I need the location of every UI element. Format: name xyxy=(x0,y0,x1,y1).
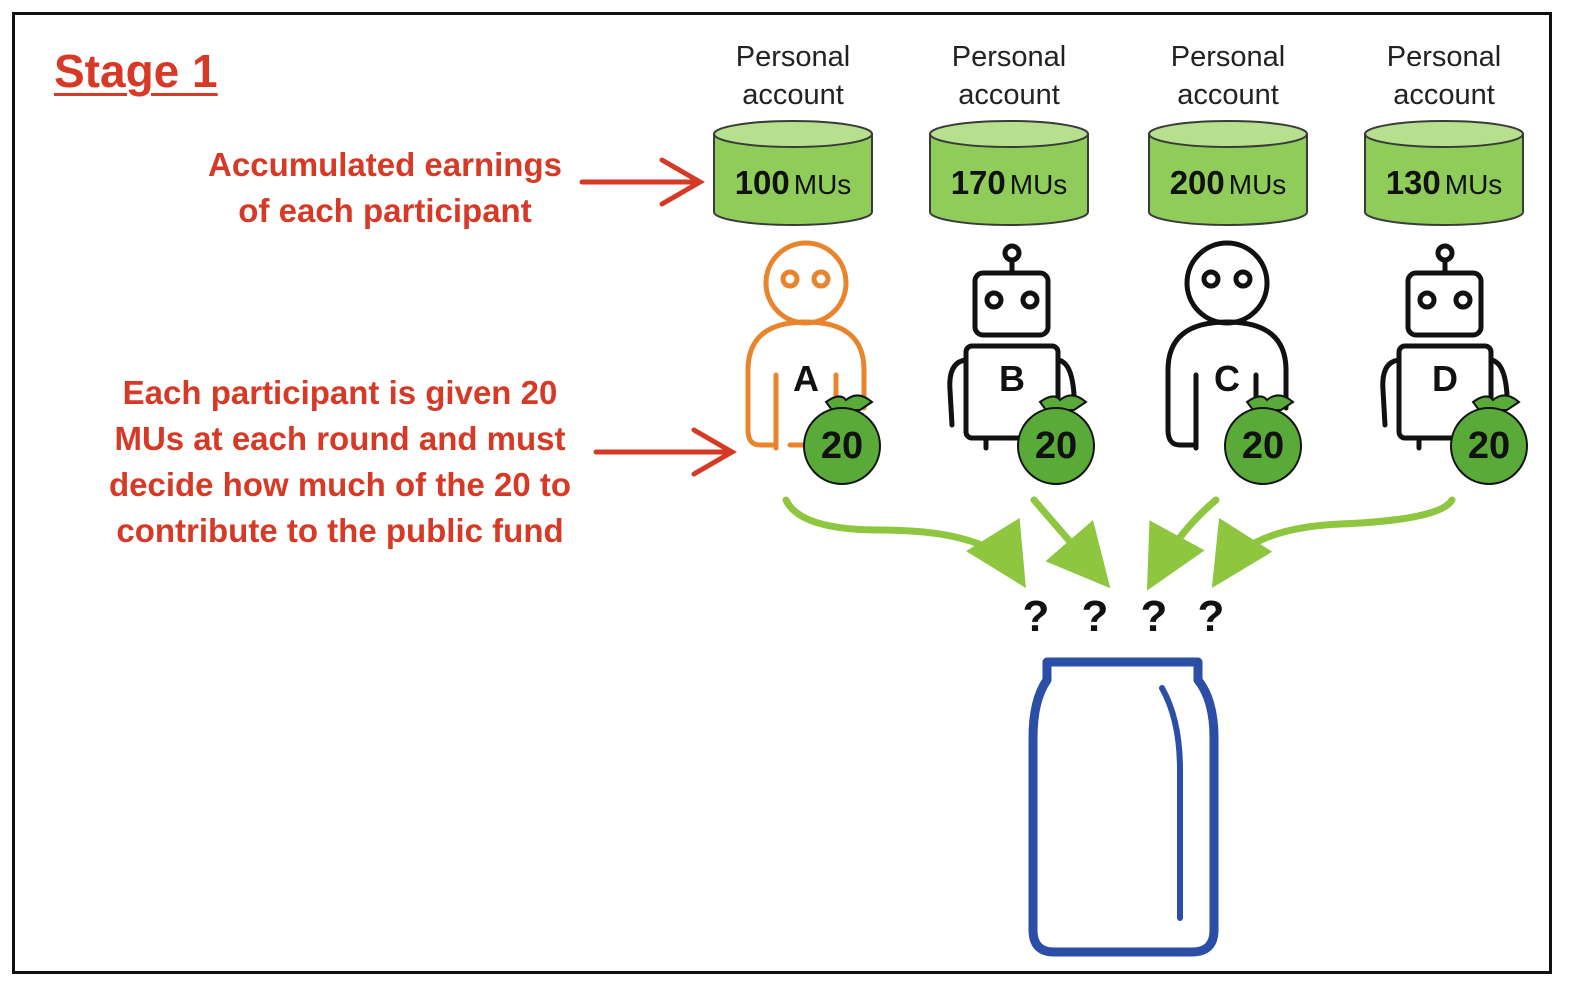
money-bag-icon-c xyxy=(1224,394,1302,485)
public-fund-jar-icon xyxy=(1028,657,1219,957)
balance-number: 130 xyxy=(1385,164,1441,201)
account-label-line: Personal xyxy=(951,41,1067,73)
contribution-unknown-c: ? xyxy=(1140,592,1168,641)
earnings-arrow xyxy=(579,157,705,207)
account-label-b: Personal account xyxy=(909,38,1109,114)
account-balance-a: 100 MUs xyxy=(703,164,883,202)
balance-unit: MUs xyxy=(793,169,852,200)
balance-unit: MUs xyxy=(1009,169,1068,200)
robot-icon-b xyxy=(947,243,1077,451)
account-label-line: Personal xyxy=(1170,41,1286,73)
given-arrow xyxy=(593,427,737,477)
account-balance-b: 170 MUs xyxy=(919,164,1099,202)
round-endowment-line: decide how much of the 20 to xyxy=(108,466,572,503)
contribution-unknown-d: ? xyxy=(1197,592,1225,641)
account-label-line: Personal xyxy=(1386,41,1502,73)
earnings-annotation: Accumulated earnings of each participant xyxy=(190,142,580,234)
account-label-c: Personal account xyxy=(1128,38,1328,114)
account-label-line: account xyxy=(742,79,844,111)
account-label-line: account xyxy=(958,79,1060,111)
round-endowment-line: MUs at each round and must xyxy=(114,420,566,457)
flow-arrow-c xyxy=(1146,496,1220,591)
round-endowment-line: Each participant is given 20 xyxy=(122,374,558,411)
contribution-arrows xyxy=(782,496,1456,591)
account-cylinder-b xyxy=(929,120,1089,226)
balance-number: 200 xyxy=(1169,164,1225,201)
balance-number: 170 xyxy=(950,164,1006,201)
account-label-d: Personal account xyxy=(1344,38,1544,114)
money-bag-icon-a xyxy=(803,394,881,485)
round-endowment-line: contribute to the public fund xyxy=(116,512,564,549)
account-label-a: Personal account xyxy=(693,38,893,114)
flow-arrow-d xyxy=(1211,496,1456,588)
bag-amount-b: 20 xyxy=(1034,425,1078,467)
participant-letter-b: B xyxy=(999,358,1025,399)
flow-arrow-a xyxy=(782,496,1026,589)
account-label-line: account xyxy=(1177,79,1279,111)
participant-letter-a: A xyxy=(793,358,819,399)
bag-amount-c: 20 xyxy=(1241,425,1285,467)
money-bag-icon-b xyxy=(1017,394,1095,485)
balance-unit: MUs xyxy=(1444,169,1503,200)
participant-letter-c: C xyxy=(1214,358,1240,399)
earnings-annotation-line: Accumulated earnings xyxy=(208,146,562,183)
account-label-line: account xyxy=(1393,79,1495,111)
money-bag-icon-d xyxy=(1450,394,1528,485)
bag-amount-a: 20 xyxy=(820,425,864,467)
contribution-unknown-b: ? xyxy=(1081,592,1109,641)
stage-title: Stage 1 xyxy=(54,45,218,97)
account-balance-c: 200 MUs xyxy=(1138,164,1318,202)
account-cylinder-c xyxy=(1148,120,1308,226)
flow-arrow-b xyxy=(1030,496,1111,589)
bag-amount-d: 20 xyxy=(1467,425,1511,467)
account-label-line: Personal xyxy=(735,41,851,73)
earnings-annotation-line: of each participant xyxy=(238,192,532,229)
account-cylinder-d xyxy=(1364,120,1524,226)
account-balance-d: 130 MUs xyxy=(1354,164,1534,202)
round-endowment-annotation: Each participant is given 20 MUs at each… xyxy=(90,370,590,554)
robot-icon-d xyxy=(1380,243,1510,451)
contribution-unknown-a: ? xyxy=(1022,592,1050,641)
participant-letter-d: D xyxy=(1432,358,1458,399)
balance-number: 100 xyxy=(734,164,790,201)
account-cylinder-a xyxy=(713,120,873,226)
balance-unit: MUs xyxy=(1228,169,1287,200)
